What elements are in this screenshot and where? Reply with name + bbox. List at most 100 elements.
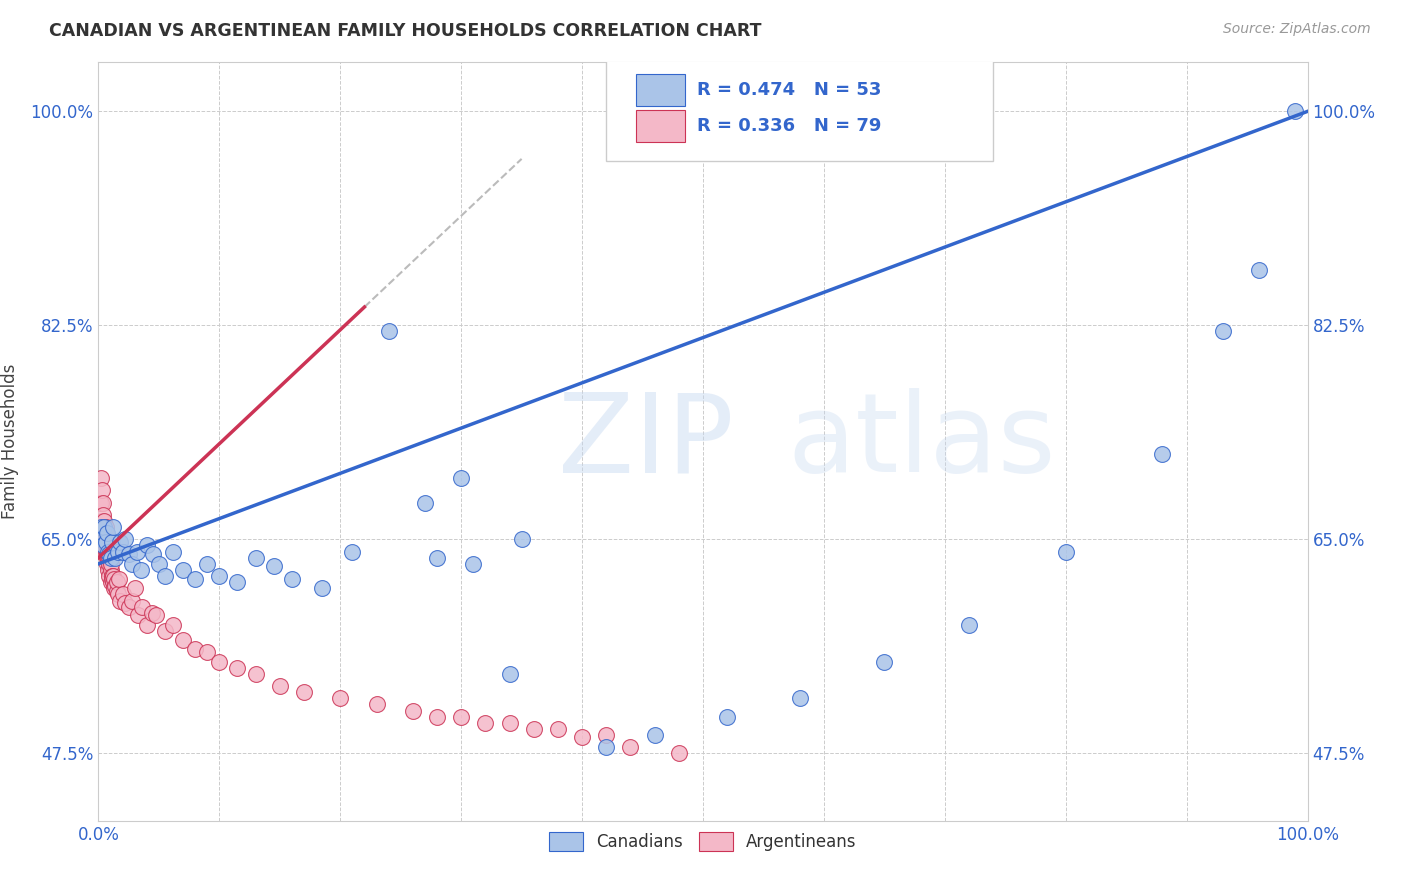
Point: [129, 563, 152, 577]
Point: [108, 534, 131, 549]
Point: [108, 593, 131, 607]
Point: [498, 666, 520, 681]
Point: [127, 544, 149, 558]
Point: [118, 547, 141, 561]
Point: [93, 520, 115, 534]
Point: [100, 575, 122, 590]
Point: [263, 559, 285, 574]
FancyBboxPatch shape: [606, 59, 993, 161]
Point: [142, 547, 165, 561]
Point: [208, 569, 231, 583]
Point: [91, 508, 114, 522]
Point: [107, 587, 129, 601]
Point: [107, 544, 129, 558]
Point: [547, 722, 569, 736]
FancyBboxPatch shape: [637, 74, 685, 105]
Point: [184, 642, 207, 657]
Point: [94, 544, 117, 558]
Point: [184, 572, 207, 586]
Point: [148, 557, 170, 571]
FancyBboxPatch shape: [637, 111, 685, 142]
Point: [162, 618, 184, 632]
Point: [101, 575, 124, 590]
Point: [96, 544, 118, 558]
Point: [127, 608, 149, 623]
Point: [463, 557, 485, 571]
Point: [94, 526, 117, 541]
Point: [114, 596, 136, 610]
Point: [510, 533, 533, 547]
Point: [366, 698, 388, 712]
Text: CANADIAN VS ARGENTINEAN FAMILY HOUSEHOLDS CORRELATION CHART: CANADIAN VS ARGENTINEAN FAMILY HOUSEHOLD…: [49, 22, 762, 40]
Point: [281, 572, 304, 586]
Point: [145, 608, 167, 623]
Point: [226, 575, 249, 590]
Point: [93, 533, 115, 547]
Point: [135, 539, 157, 553]
Point: [91, 496, 114, 510]
Point: [105, 583, 128, 598]
Point: [153, 624, 176, 639]
Point: [98, 557, 121, 571]
Point: [96, 544, 118, 558]
Text: Source: ZipAtlas.com: Source: ZipAtlas.com: [1223, 22, 1371, 37]
Point: [98, 547, 121, 561]
Point: [413, 496, 436, 510]
Point: [94, 534, 117, 549]
Point: [1152, 447, 1174, 461]
Point: [89, 496, 111, 510]
Point: [111, 544, 134, 558]
Point: [100, 563, 122, 577]
Point: [668, 747, 690, 761]
Point: [426, 709, 449, 723]
Point: [91, 514, 114, 528]
Point: [100, 572, 122, 586]
Point: [91, 526, 114, 541]
Point: [94, 520, 117, 534]
Point: [103, 572, 125, 586]
Point: [91, 539, 114, 553]
Point: [90, 471, 112, 485]
Point: [101, 569, 124, 583]
Point: [450, 709, 472, 723]
Point: [311, 582, 333, 596]
Point: [474, 715, 496, 730]
Point: [100, 550, 122, 565]
Point: [269, 679, 291, 693]
Point: [153, 569, 176, 583]
Point: [100, 557, 122, 571]
Point: [342, 544, 364, 558]
Point: [426, 550, 449, 565]
Y-axis label: Family Households: Family Households: [1, 364, 20, 519]
Legend: Canadians, Argentineans: Canadians, Argentineans: [543, 825, 863, 858]
Point: [121, 593, 143, 607]
Point: [195, 557, 218, 571]
Point: [93, 520, 115, 534]
Text: R = 0.336   N = 79: R = 0.336 N = 79: [697, 117, 882, 135]
Point: [450, 471, 472, 485]
Point: [377, 325, 399, 339]
Point: [96, 526, 118, 541]
Point: [104, 579, 127, 593]
Point: [91, 533, 114, 547]
Point: [96, 550, 118, 565]
Point: [172, 563, 194, 577]
Point: [90, 496, 112, 510]
Point: [91, 483, 114, 498]
Point: [716, 709, 738, 723]
Point: [101, 520, 124, 534]
Point: [105, 575, 128, 590]
Point: [644, 728, 666, 742]
Point: [108, 572, 131, 586]
Point: [595, 740, 617, 755]
Point: [97, 550, 120, 565]
Point: [114, 533, 136, 547]
Point: [1212, 325, 1234, 339]
Point: [595, 728, 617, 742]
Point: [1284, 104, 1306, 119]
Point: [100, 569, 122, 583]
Point: [957, 618, 980, 632]
Point: [245, 550, 267, 565]
Point: [498, 715, 520, 730]
Point: [121, 557, 143, 571]
